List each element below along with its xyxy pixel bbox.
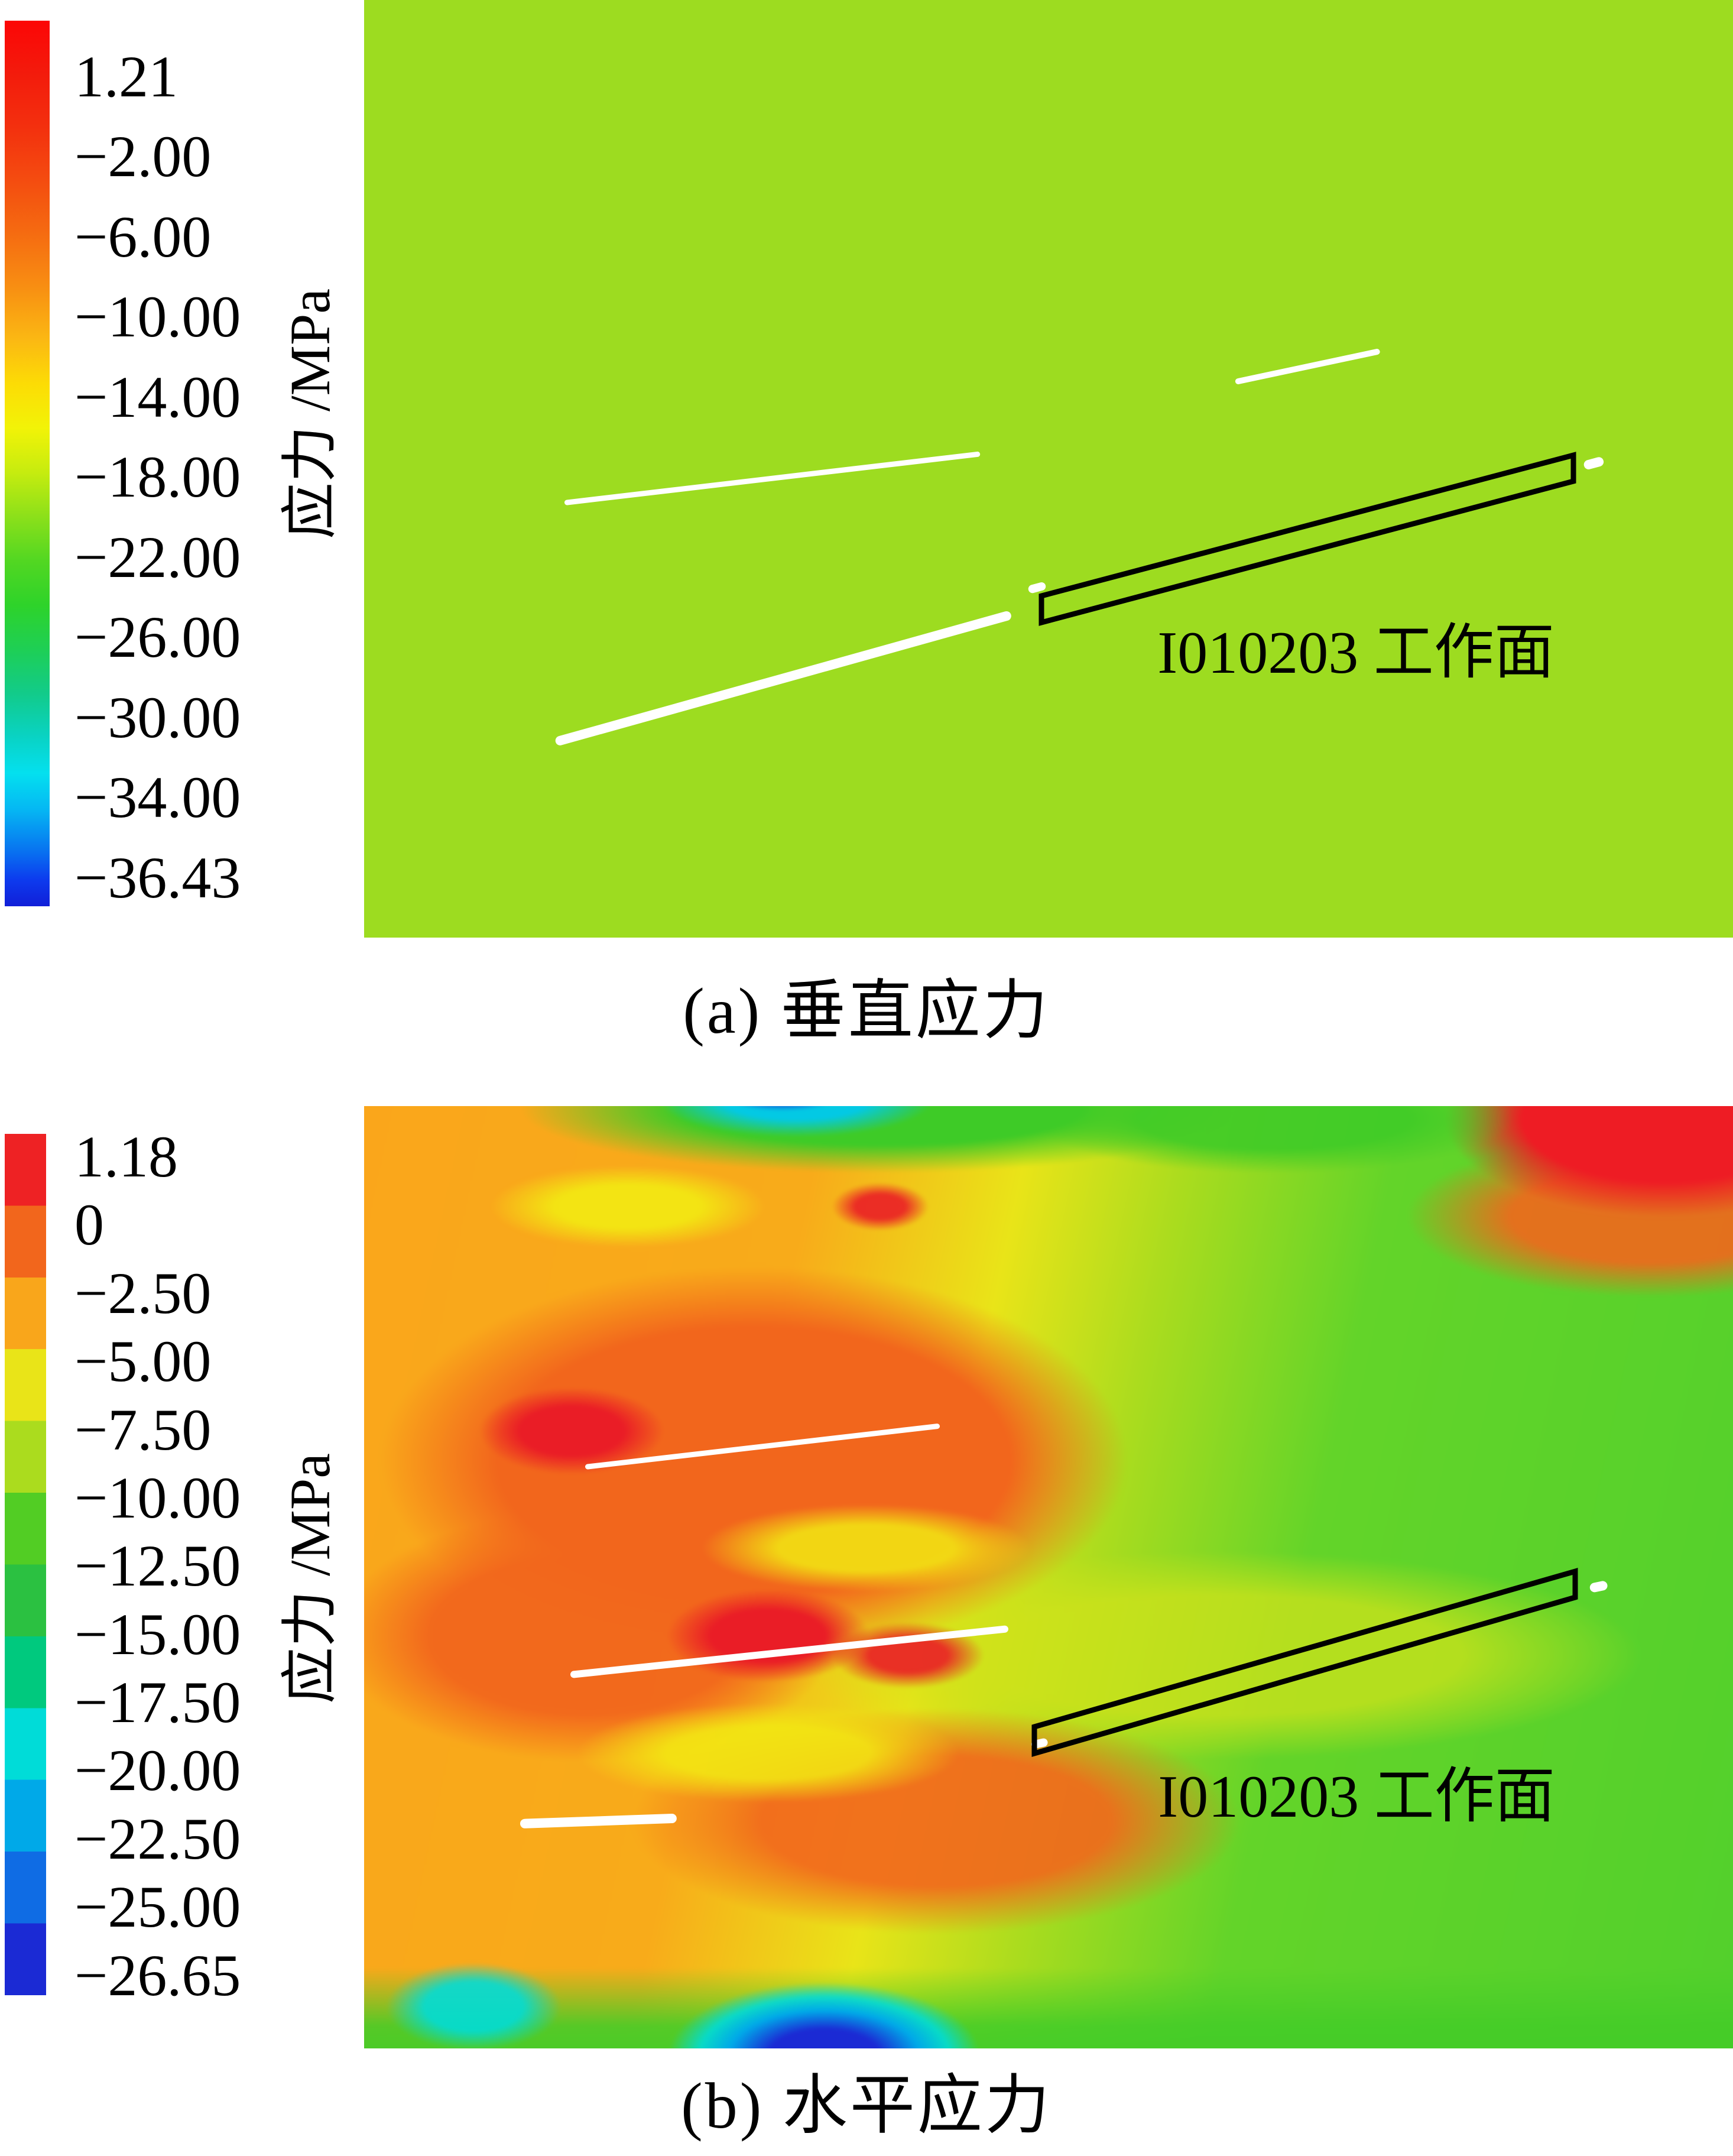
workface-annotation-label: I010203 工作面	[1157, 620, 1554, 686]
colorbar-a-tick-3: −10.00	[74, 284, 241, 349]
colorbar-a-tick-8: −30.00	[74, 685, 241, 750]
colorbar-b-tick-0: 1.18	[74, 1124, 178, 1189]
colorbar-a-unit-label: 应力 /MPa	[278, 288, 342, 540]
colorbar-b-tick-10: −22.50	[74, 1806, 241, 1872]
workface-outline	[1031, 1568, 1578, 1757]
colorbar-a-tick-6: −22.00	[74, 524, 241, 590]
colorbar-b-tick-3: −5.00	[74, 1328, 212, 1394]
colorbar-b-tick-1: 0	[74, 1192, 104, 1257]
workface-outline-svg	[1038, 452, 1576, 626]
horizontal-stress-field	[364, 1106, 1733, 2048]
colorbar-a-tick-2: −6.00	[74, 204, 212, 270]
colorbar-b-tick-6: −12.50	[74, 1533, 241, 1599]
colorbar-b-tick-12: −26.65	[74, 1943, 241, 2008]
colorbar-b-tick-9: −20.00	[74, 1737, 241, 1803]
colorbar-b-tick-7: −15.00	[74, 1601, 241, 1667]
colorbar-a-tick-7: −26.00	[74, 604, 241, 670]
panel-a-caption: (a) 垂直应力	[683, 975, 1050, 1047]
colorbar-a-tick-4: −14.00	[74, 364, 241, 430]
colorbar-b-tick-5: −10.00	[74, 1465, 241, 1531]
colorbar-b-tick-4: −7.50	[74, 1397, 212, 1463]
colorbar-b	[5, 1134, 46, 1995]
colorbar-b-tick-11: −25.00	[74, 1874, 241, 1940]
colorbar-a	[5, 21, 50, 906]
colorbar-b-unit-label: 应力 /MPa	[278, 1453, 342, 1704]
colorbar-a-tick-9: −34.00	[74, 764, 241, 830]
colorbar-a-tick-0: 1.21	[74, 44, 178, 109]
colorbar-b-tick-8: −17.50	[74, 1669, 241, 1735]
horizontal-stress-contour-plot: I010203 工作面	[364, 1106, 1733, 2048]
panel-b-caption: (b) 水平应力	[681, 2070, 1052, 2142]
colorbar-a-tick-5: −18.00	[74, 444, 241, 510]
workface-annotation-label: I010203 工作面	[1158, 1763, 1555, 1830]
vertical-stress-contour-plot: I010203 工作面	[364, 0, 1733, 938]
colorbar-b-tick-2: −2.50	[74, 1260, 212, 1326]
colorbar-a-tick-1: −2.00	[74, 124, 212, 189]
workface-outline	[1038, 452, 1576, 626]
colorbar-a-tick-10: −36.43	[74, 845, 241, 910]
workface-outline-svg	[1031, 1568, 1578, 1757]
